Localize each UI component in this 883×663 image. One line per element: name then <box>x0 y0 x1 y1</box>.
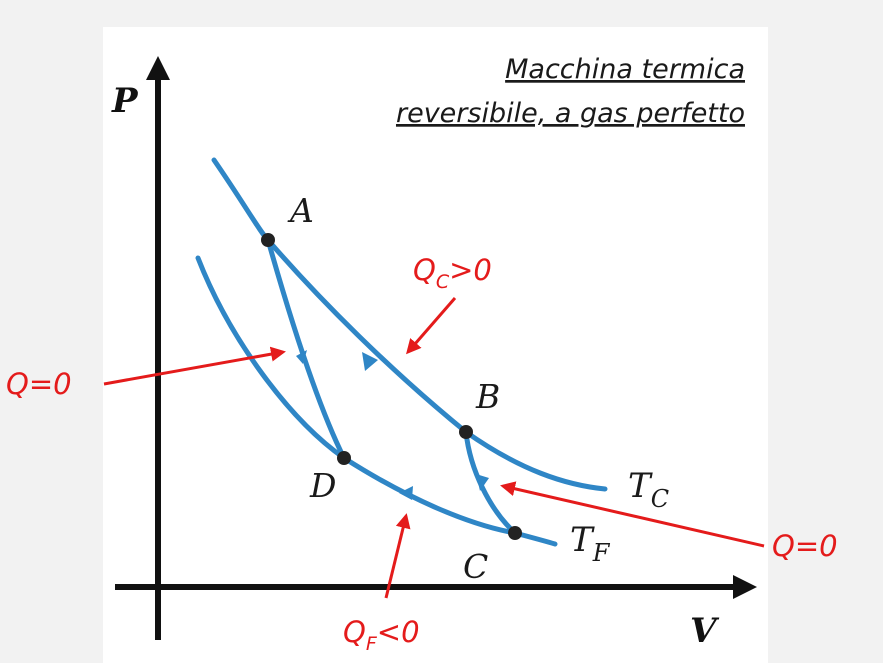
point-a-dot <box>261 233 275 247</box>
q-zero-right-arrow <box>500 481 765 548</box>
x-axis-label: V <box>690 611 720 651</box>
title-line-2: reversibile, a gas perfetto <box>396 98 745 129</box>
arrow-bc-marker <box>476 474 489 491</box>
point-d-label: D <box>309 466 336 505</box>
point-c-label: C <box>463 547 488 586</box>
point-a-label: A <box>287 191 314 230</box>
q-zero-left-arrow <box>103 346 286 386</box>
adiabat-bc-curve <box>463 429 518 536</box>
hot-isotherm-label: TC <box>628 466 669 513</box>
y-axis-label: P <box>111 81 139 121</box>
cold-isotherm-curve <box>195 255 558 547</box>
arrow-cd-marker <box>399 486 413 500</box>
qf-arrow <box>384 513 411 599</box>
point-b-label: B <box>475 377 500 416</box>
q-zero-left-annotation: Q=0 <box>6 367 72 401</box>
adiabat-da-curve <box>265 237 347 461</box>
qf-annotation: QF<0 <box>343 615 420 655</box>
q-zero-right-annotation: Q=0 <box>772 529 838 563</box>
point-b-dot <box>459 425 473 439</box>
qc-annotation: QC>0 <box>413 253 492 293</box>
cold-isotherm-label: TF <box>570 520 611 567</box>
title-line-1: Macchina termica <box>505 54 745 85</box>
arrow-da-marker <box>296 350 307 364</box>
point-c-dot <box>508 526 522 540</box>
arrow-ab-marker <box>362 352 378 371</box>
diagram-card <box>103 27 768 663</box>
point-d-dot <box>337 451 351 465</box>
hot-isotherm-curve <box>211 157 608 492</box>
qc-arrow <box>406 297 457 355</box>
